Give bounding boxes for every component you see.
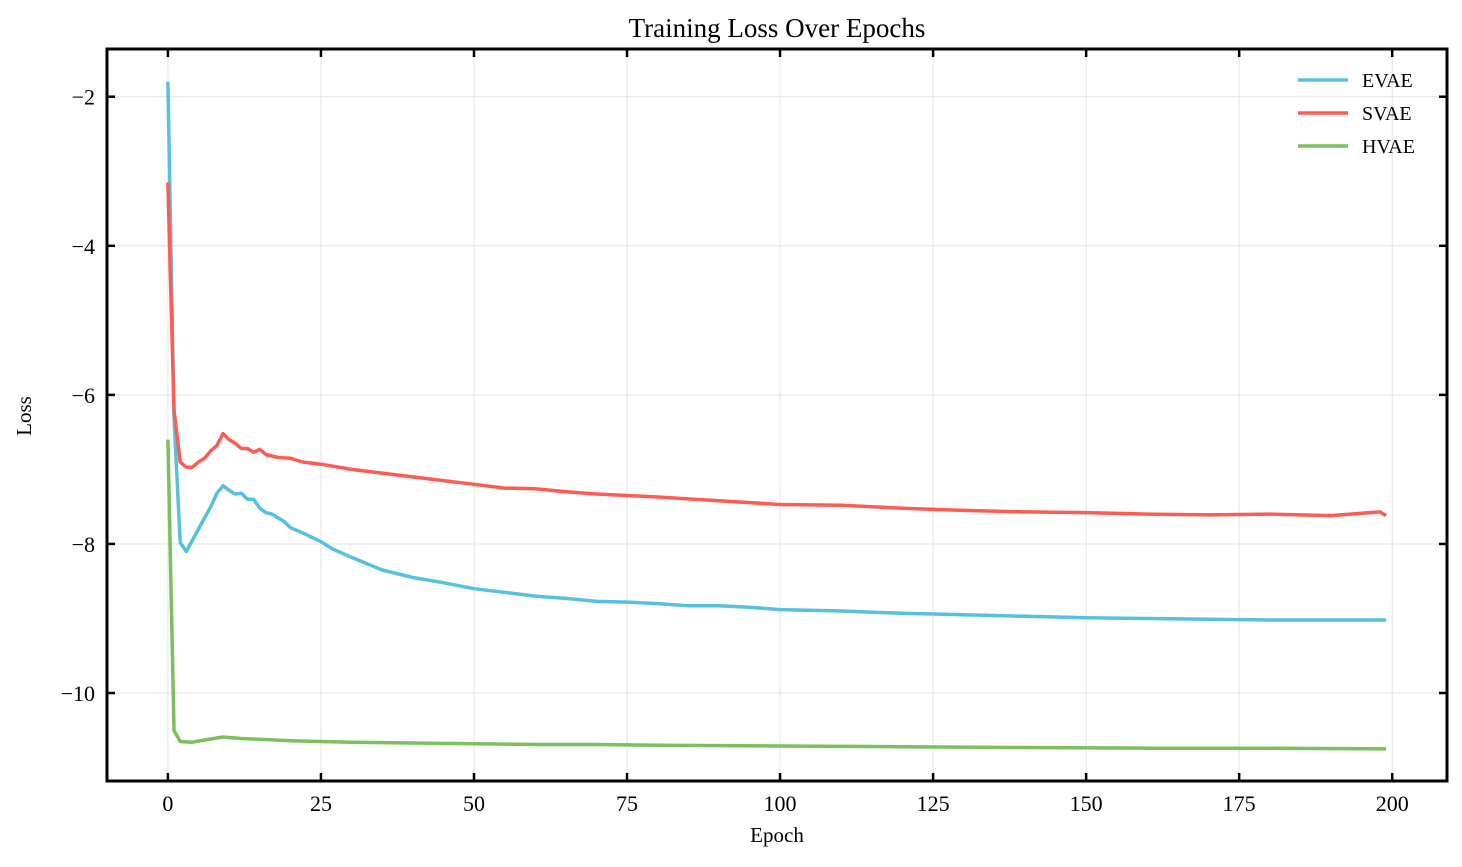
legend-label: HVAE	[1362, 136, 1415, 158]
x-tick-label: 50	[463, 791, 485, 816]
chart-title: Training Loss Over Epochs	[629, 13, 926, 43]
legend: EVAE SVAE HVAE	[1298, 70, 1415, 158]
legend-label: SVAE	[1362, 103, 1412, 125]
series-line-svae	[166, 182, 1388, 518]
x-tick-label: 75	[616, 791, 638, 816]
y-axis-label: Loss	[12, 396, 36, 436]
x-tick-label: 25	[310, 791, 332, 816]
y-tick-label: −4	[72, 234, 95, 259]
plot-frame	[105, 47, 1449, 783]
legend-label: EVAE	[1362, 70, 1413, 92]
y-tick-label: −10	[61, 681, 95, 706]
series-line-hvae	[166, 439, 1387, 751]
series-line-evae	[166, 81, 1387, 622]
y-tick-label: −2	[72, 85, 95, 110]
y-tick-label: −8	[72, 532, 95, 557]
x-tick-label: 100	[764, 791, 797, 816]
x-tick-label: 175	[1223, 791, 1256, 816]
series-lines	[166, 81, 1388, 751]
x-tick-label: 125	[917, 791, 950, 816]
x-tick-label: 0	[162, 791, 173, 816]
x-axis-label: Epoch	[750, 823, 804, 847]
x-tick-label: 150	[1070, 791, 1103, 816]
grid	[107, 49, 1447, 781]
y-tick-label: −6	[72, 383, 95, 408]
axis-ticks: 0 25 50 75 100 125 150 175 200 −2 −4 −6 −8 −10	[61, 49, 1447, 816]
x-tick-label: 200	[1376, 791, 1409, 816]
